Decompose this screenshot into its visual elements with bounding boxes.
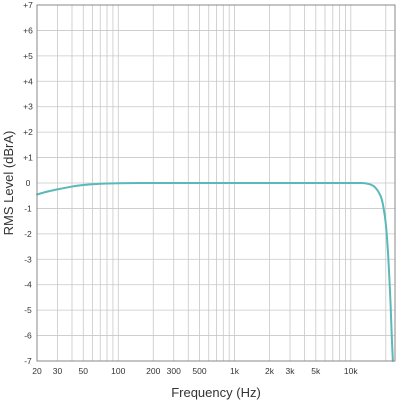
y-tick-label: -5 (24, 305, 32, 315)
y-tick-label: +2 (23, 127, 33, 137)
y-tick-label: -6 (24, 331, 32, 341)
x-tick-label: 10k (344, 366, 358, 376)
y-tick-label: +1 (23, 153, 33, 163)
x-tick-label: 300 (167, 366, 181, 376)
y-tick-label: +6 (23, 25, 33, 35)
y-tick-label: 0 (26, 178, 31, 188)
x-tick-label: 3k (286, 366, 296, 376)
y-tick-label: +5 (23, 51, 33, 61)
y-tick-label: -4 (24, 280, 32, 290)
y-tick-label: +3 (23, 102, 33, 112)
x-tick-label: 100 (111, 366, 125, 376)
series-layer (36, 181, 394, 362)
x-tick-label: 200 (146, 366, 160, 376)
y-tick-labels: +7 +6 +5 +4 +3 +2 +1 0 -1 -2 -3 -4 -5 -6 -7 (23, 0, 33, 366)
x-tick-label: 50 (79, 366, 89, 376)
x-tick-label: 2k (265, 366, 275, 376)
x-tick-label: 1k (230, 366, 240, 376)
x-tick-label: 20 (32, 366, 42, 376)
y-tick-label: +4 (23, 76, 33, 86)
x-tick-label: 500 (192, 366, 206, 376)
y-tick-label: +7 (23, 0, 33, 10)
y-tick-label: -2 (24, 229, 32, 239)
y-tick-label: -3 (24, 254, 32, 264)
plot-frame (36, 4, 396, 362)
series-line (36, 181, 394, 362)
x-tick-label: 5k (311, 366, 321, 376)
x-axis-label: Frequency (Hz) (171, 385, 261, 400)
y-tick-label: -1 (24, 203, 32, 213)
y-axis-label: RMS Level (dBrA) (1, 131, 16, 236)
y-tick-label: -7 (24, 356, 32, 366)
x-tick-labels: 20 30 50 100 200 300 500 1k 2k 3k 5k 10k (32, 366, 358, 376)
x-tick-label: 30 (53, 366, 63, 376)
